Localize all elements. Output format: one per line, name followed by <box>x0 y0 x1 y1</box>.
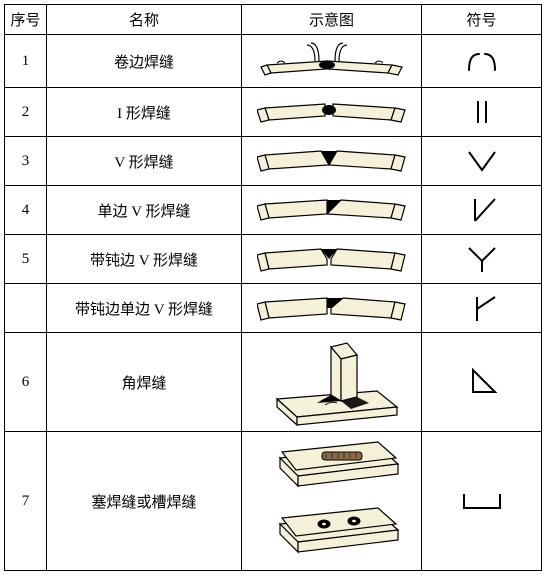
table-row: 5 带钝边 V 形焊缝 <box>5 235 542 284</box>
diagram-plug-slot <box>242 432 422 571</box>
symbol-bevel-groove-root <box>422 284 542 333</box>
row-name: I 形焊缝 <box>47 88 242 137</box>
symbol-v-groove-root <box>422 235 542 284</box>
table-row: 3 V 形焊缝 <box>5 137 542 186</box>
header-name: 名称 <box>47 5 242 35</box>
diagram-v-groove-root <box>242 235 422 284</box>
diagram-fillet <box>242 333 422 432</box>
table-row: 2 I 形焊缝 <box>5 88 542 137</box>
symbol-fillet <box>422 333 542 432</box>
diagram-bevel-groove <box>242 186 422 235</box>
diagram-v-groove <box>242 137 422 186</box>
row-index: 5 <box>5 235 47 284</box>
header-diagram: 示意图 <box>242 5 422 35</box>
diagram-flanged-edge <box>242 35 422 88</box>
row-index <box>5 284 47 333</box>
row-name: 单边 V 形焊缝 <box>47 186 242 235</box>
header-row: 序号 名称 示意图 符号 <box>5 5 542 35</box>
row-name: V 形焊缝 <box>47 137 242 186</box>
row-index: 7 <box>5 432 47 571</box>
row-name: 塞焊缝或槽焊缝 <box>47 432 242 571</box>
table-row: 6 角焊缝 <box>5 333 542 432</box>
row-name: 角焊缝 <box>47 333 242 432</box>
table-row: 7 塞焊缝或槽焊缝 <box>5 432 542 571</box>
diagram-square-groove <box>242 88 422 137</box>
table-row: 1 卷边焊缝 <box>5 35 542 88</box>
symbol-v-groove <box>422 137 542 186</box>
row-index: 2 <box>5 88 47 137</box>
row-index: 4 <box>5 186 47 235</box>
symbol-square-groove <box>422 88 542 137</box>
row-name: 带钝边单边 V 形焊缝 <box>47 284 242 333</box>
row-name: 带钝边 V 形焊缝 <box>47 235 242 284</box>
table-row: 4 单边 V 形焊缝 <box>5 186 542 235</box>
header-index: 序号 <box>5 5 47 35</box>
row-name: 卷边焊缝 <box>47 35 242 88</box>
symbol-flanged-edge <box>422 35 542 88</box>
header-symbol: 符号 <box>422 5 542 35</box>
symbol-plug-slot <box>422 432 542 571</box>
symbol-bevel-groove <box>422 186 542 235</box>
diagram-bevel-groove-root <box>242 284 422 333</box>
row-index: 1 <box>5 35 47 88</box>
row-index: 6 <box>5 333 47 432</box>
weld-symbols-table: 序号 名称 示意图 符号 1 卷边焊缝 <box>4 4 542 571</box>
row-index: 3 <box>5 137 47 186</box>
table-row: 带钝边单边 V 形焊缝 <box>5 284 542 333</box>
